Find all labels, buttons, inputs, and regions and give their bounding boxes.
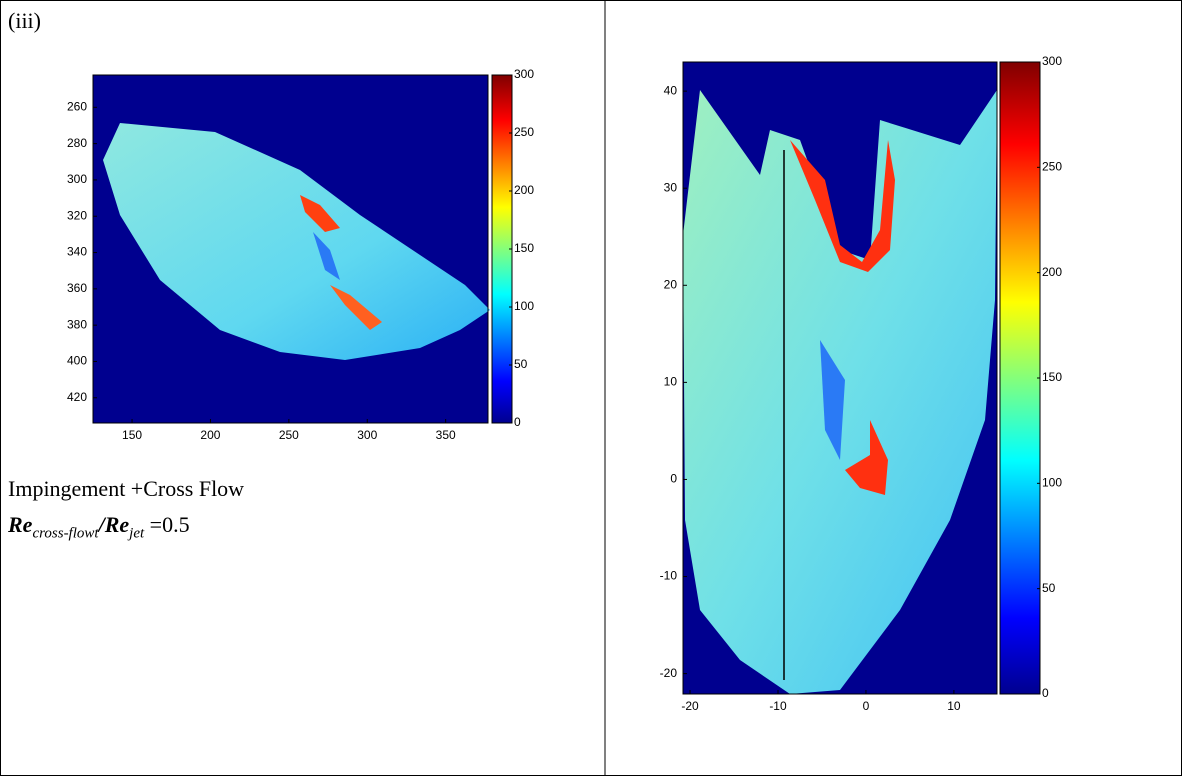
y-tick-label: -20 <box>660 666 678 680</box>
heatmap-lowspot <box>820 340 845 460</box>
y-tick-label: 260 <box>67 99 87 113</box>
y-tick-label: 400 <box>67 354 87 368</box>
plot-frame <box>682 61 998 695</box>
y-tick-label: -10 <box>660 569 678 583</box>
y-tick-label: 30 <box>664 180 678 194</box>
slash: / <box>98 512 105 537</box>
x-tick-label: 350 <box>436 428 456 442</box>
y-tick-label: 320 <box>67 208 87 222</box>
colorbar-tick-label: 0 <box>514 415 521 429</box>
x-tick-label: 150 <box>122 428 142 442</box>
colorbar-tick-label: 50 <box>514 357 528 371</box>
y-tick-label: 20 <box>664 277 678 291</box>
heatmap-hotspot <box>845 420 888 495</box>
heatmap-hotspot <box>330 285 382 330</box>
colorbar-tick-label: 100 <box>514 299 534 313</box>
x-tick-label: 200 <box>200 428 220 442</box>
panel-label: (iii) <box>8 8 41 33</box>
colorbar-tick-label: 250 <box>1042 160 1062 174</box>
y-tick-label: 300 <box>67 172 87 186</box>
re: Re <box>104 512 130 537</box>
colorbar-tick-label: 0 <box>1042 686 1049 700</box>
y-tick-label: 0 <box>670 472 677 486</box>
colorbar-tick-label: 150 <box>1042 370 1062 384</box>
colorbar-tick-label: 200 <box>1042 265 1062 279</box>
y-tick-label: 10 <box>664 375 678 389</box>
ratio-value: =0.5 <box>144 512 190 537</box>
y-tick-label: 360 <box>67 281 87 295</box>
colorbar-tick-label: 300 <box>514 67 534 81</box>
colorbar-tick-label: 100 <box>1042 476 1062 490</box>
colorbar <box>492 75 512 423</box>
colorbar-tick-label: 150 <box>514 241 534 255</box>
colorbar <box>1000 62 1040 694</box>
caption-ratio: Recross-flowt/Rejet =0.5 <box>8 512 190 542</box>
x-tick-label: -10 <box>769 699 787 713</box>
y-tick-label: 340 <box>67 245 87 259</box>
heatmap-hotspot <box>300 195 340 232</box>
y-tick-label: 280 <box>67 136 87 150</box>
subscript: cross-flowt <box>32 525 99 542</box>
y-tick-label: 380 <box>67 317 87 331</box>
colorbar-tick-label: 200 <box>514 183 534 197</box>
re: Re <box>8 512 33 537</box>
caption-line: Impingement +Cross Flow <box>8 476 245 501</box>
subscript: jet <box>129 525 145 542</box>
x-tick-label: 300 <box>357 428 377 442</box>
plot-frame <box>92 74 489 424</box>
colorbar-tick-label: 250 <box>514 125 534 139</box>
y-tick-label: 420 <box>67 390 87 404</box>
heatmap-hotspot <box>790 140 895 272</box>
x-tick-label: 0 <box>863 699 870 713</box>
colorbar-tick-label: 300 <box>1042 54 1062 68</box>
x-tick-label: 250 <box>279 428 299 442</box>
y-tick-label: 40 <box>664 83 678 97</box>
x-tick-label: 10 <box>947 699 961 713</box>
heatmap-lowspot <box>313 232 340 280</box>
heatmap-field <box>103 123 490 360</box>
colorbar-tick-label: 50 <box>1042 581 1056 595</box>
x-tick-label: -20 <box>681 699 699 713</box>
